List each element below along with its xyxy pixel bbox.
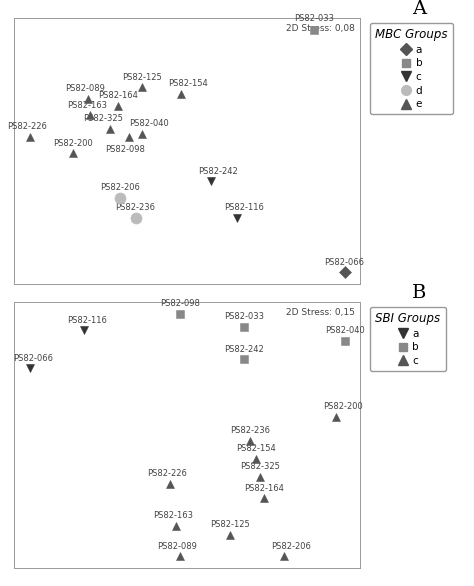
Text: PS82-164: PS82-164 [245, 484, 284, 493]
Text: PS82-125: PS82-125 [122, 73, 162, 82]
Text: B: B [412, 284, 427, 302]
Text: PS82-040: PS82-040 [129, 119, 169, 128]
Text: PS82-163: PS82-163 [154, 511, 193, 520]
Text: PS82-066: PS82-066 [13, 353, 53, 363]
Text: PS82-116: PS82-116 [67, 316, 107, 325]
Text: PS82-089: PS82-089 [65, 84, 105, 93]
Text: PS82-066: PS82-066 [325, 257, 365, 267]
Text: PS82-154: PS82-154 [237, 444, 276, 453]
Text: PS82-236: PS82-236 [230, 426, 270, 435]
Text: PS82-226: PS82-226 [7, 122, 47, 131]
Text: PS82-033: PS82-033 [224, 312, 264, 321]
Text: PS82-125: PS82-125 [210, 520, 250, 529]
Text: PS82-098: PS82-098 [160, 299, 200, 308]
Text: A: A [412, 0, 427, 18]
Text: PS82-242: PS82-242 [225, 345, 264, 353]
Text: PS82-242: PS82-242 [198, 167, 238, 176]
Text: PS82-163: PS82-163 [67, 101, 108, 110]
Text: PS82-206: PS82-206 [100, 183, 140, 192]
Text: PS82-325: PS82-325 [83, 114, 123, 123]
Legend: a, b, c: a, b, c [370, 307, 446, 372]
Text: PS82-154: PS82-154 [168, 80, 208, 88]
Text: PS82-206: PS82-206 [272, 541, 311, 551]
Text: 2D Stress: 0,08: 2D Stress: 0,08 [286, 24, 355, 33]
Text: PS82-236: PS82-236 [116, 203, 155, 212]
Text: 2D Stress: 0,15: 2D Stress: 0,15 [286, 308, 355, 318]
Text: PS82-226: PS82-226 [147, 469, 187, 478]
Text: PS82-033: PS82-033 [294, 13, 334, 23]
Text: PS82-089: PS82-089 [157, 541, 197, 551]
Text: PS82-116: PS82-116 [224, 203, 264, 212]
Text: PS82-325: PS82-325 [240, 462, 280, 471]
Legend: a, b, c, d, e: a, b, c, d, e [370, 23, 453, 114]
Text: PS82-200: PS82-200 [53, 139, 93, 148]
Text: PS82-164: PS82-164 [98, 91, 138, 100]
Text: PS82-200: PS82-200 [324, 403, 363, 411]
Text: PS82-040: PS82-040 [325, 326, 365, 336]
Text: PS82-098: PS82-098 [105, 145, 145, 154]
